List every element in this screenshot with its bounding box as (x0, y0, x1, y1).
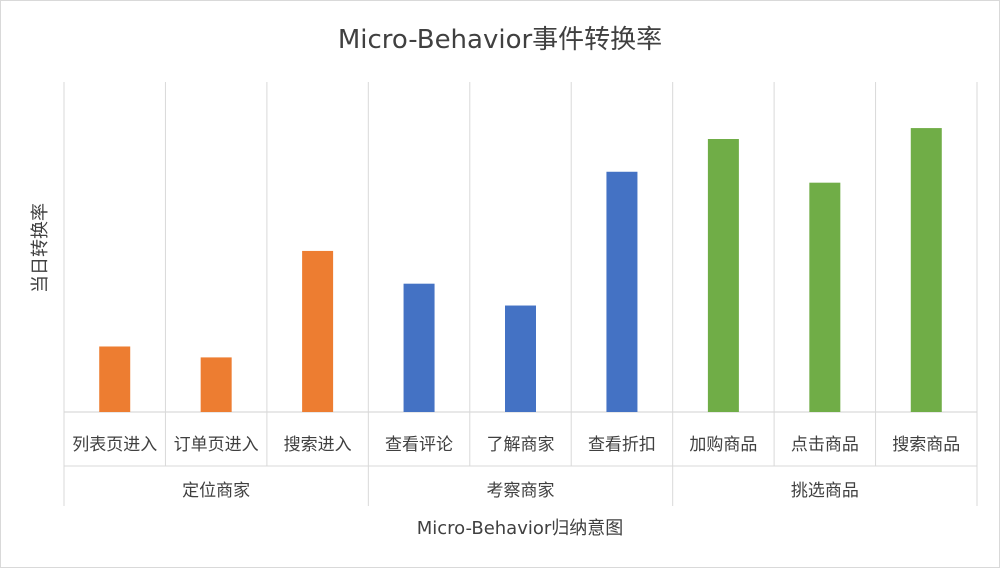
bar-点击商品 (809, 182, 841, 412)
category-label: 加购商品 (689, 435, 757, 455)
group-label: 定位商家 (182, 481, 250, 501)
group-label: 挑选商品 (791, 481, 859, 501)
bar-搜索商品 (910, 128, 942, 412)
x-axis-label: Micro-Behavior归纳意图 (417, 518, 624, 539)
bar-搜索进入 (302, 250, 334, 412)
category-label: 点击商品 (791, 435, 859, 455)
category-label: 列表页进入 (72, 435, 157, 455)
category-label: 了解商家 (487, 435, 555, 455)
category-label: 订单页进入 (174, 435, 259, 455)
category-label: 搜索商品 (892, 435, 960, 455)
category-label: 查看折扣 (588, 435, 656, 455)
category-label: 搜索进入 (284, 435, 352, 455)
bar-查看折扣 (606, 171, 638, 412)
y-axis-label: 当日转换率 (30, 203, 51, 293)
bar-了解商家 (505, 305, 536, 412)
bar-订单页进入 (200, 357, 232, 412)
chart-title: Micro-Behavior事件转换率 (338, 25, 662, 55)
category-label: 查看评论 (385, 435, 453, 455)
bar-列表页进入 (99, 346, 131, 412)
bar-查看评论 (403, 283, 435, 412)
bar-加购商品 (707, 139, 739, 412)
group-label: 考察商家 (487, 481, 555, 501)
